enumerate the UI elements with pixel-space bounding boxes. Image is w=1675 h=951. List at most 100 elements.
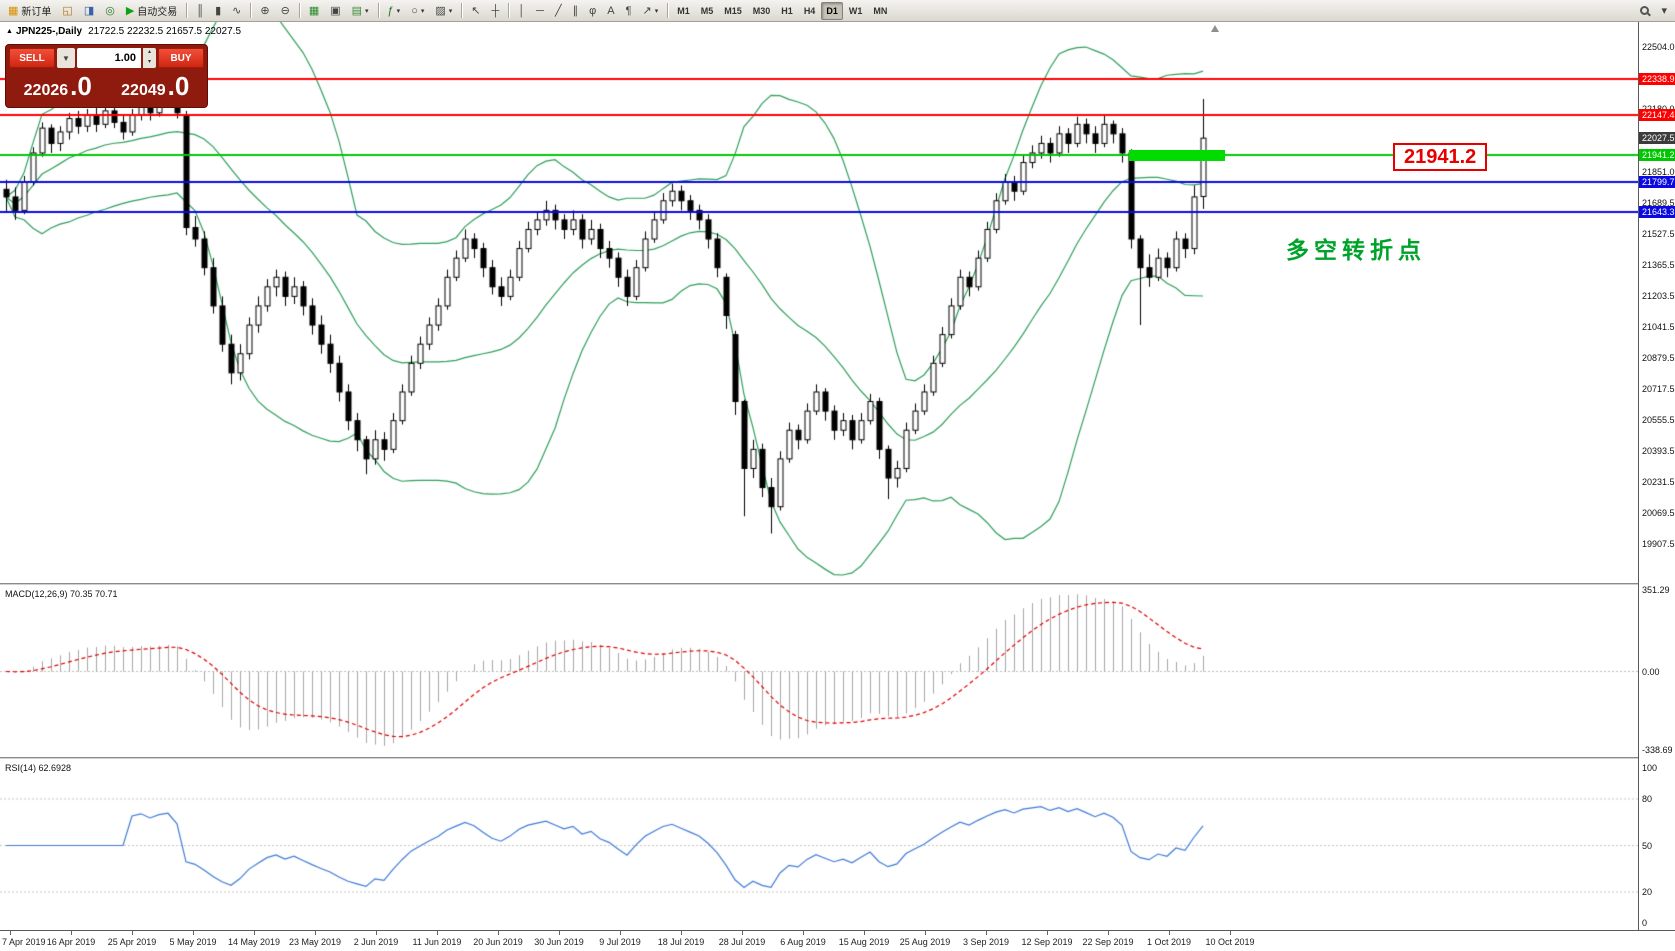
sell-button[interactable]: SELL: [9, 48, 55, 68]
fibonacci-icon[interactable]: φ: [584, 2, 601, 20]
chart-ohlc-values: 21722.5 22232.5 21657.5 22027.5: [88, 26, 242, 37]
grid-icon-glyph: ▦: [308, 4, 320, 17]
date-axis-label: 20 Jun 2019: [473, 937, 523, 947]
tf-h4[interactable]: H4: [799, 2, 821, 20]
new-chart-dropdown[interactable]: ▤ ▾: [347, 2, 374, 20]
date-tick: [71, 931, 72, 935]
date-tick: [1047, 931, 1048, 935]
autotrading-button[interactable]: ▶ 自动交易: [121, 2, 182, 20]
templates-dropdown-glyph: ▨: [435, 4, 446, 17]
order-panel-controls: SELL ▼ 1.00 ▴ ▾ BUY: [9, 48, 204, 68]
toolbar-separator: [298, 3, 300, 18]
tf-h1[interactable]: H1: [776, 2, 798, 20]
zoom-out-icon[interactable]: ⊖: [276, 2, 295, 20]
new-order-button[interactable]: ▦ 新订单: [3, 2, 56, 20]
search-icon-glyph: [1640, 6, 1650, 15]
rsi-panel-canvas[interactable]: [0, 760, 1638, 930]
market-watch-icon[interactable]: ◱: [57, 2, 77, 20]
date-axis-label: 3 Sep 2019: [962, 937, 1010, 947]
date-axis-label: 1 Oct 2019: [1146, 937, 1192, 947]
bars-chart-icon[interactable]: ║: [191, 2, 209, 20]
main-chart-canvas[interactable]: [0, 22, 1638, 583]
toolbar-separator: [186, 3, 188, 18]
autotrading-button-label: 自动交易: [137, 7, 178, 18]
date-tick: [742, 931, 743, 935]
search-icon[interactable]: [1635, 2, 1654, 20]
buy-price: 22049 .0: [107, 68, 205, 105]
crosshair-icon[interactable]: ┼: [487, 2, 505, 20]
date-tick: [376, 931, 377, 935]
horizontal-line-icon[interactable]: ─: [531, 2, 549, 20]
panel-separator[interactable]: [0, 757, 1675, 760]
shapes-dropdown[interactable]: ↗ ▾: [638, 2, 664, 20]
channel-icon[interactable]: ∥: [568, 2, 584, 20]
line-chart-icon-glyph: ∿: [232, 4, 242, 17]
price-axis[interactable]: 22504.0 22180.0 21851.0 21689.5 21527.5 21365…: [1638, 22, 1675, 930]
date-axis-label: 28 Jul 2019: [718, 937, 766, 947]
tf-m1[interactable]: M1: [672, 2, 695, 20]
date-tick: [620, 931, 621, 935]
navigator-icon[interactable]: ◎: [100, 2, 120, 20]
toolbar-separator: [508, 3, 510, 18]
turning-point-annotation[interactable]: 多空转折点: [1286, 237, 1426, 263]
trendline-icon[interactable]: ╱: [550, 2, 567, 20]
price-axis-label: 19907.5: [1642, 538, 1675, 549]
line-chart-icon[interactable]: ∿: [227, 2, 246, 20]
tf-w1[interactable]: W1: [844, 2, 868, 20]
highlight-rectangle[interactable]: [1129, 149, 1225, 161]
volume-dropdown-caret-icon[interactable]: ▼: [57, 48, 75, 68]
periods-dropdown[interactable]: ○ ▾: [406, 2, 429, 20]
volume-input[interactable]: 1.00: [77, 48, 141, 68]
tf-d1-label: D1: [826, 5, 838, 16]
tf-mn[interactable]: MN: [868, 2, 892, 20]
resistance-line-2-tag: 22147.4: [1639, 109, 1675, 122]
tile-windows-icon[interactable]: ▣: [325, 2, 345, 20]
tf-m30[interactable]: M30: [748, 2, 776, 20]
price-axis-label: 21851.0: [1642, 166, 1675, 177]
cursor-icon[interactable]: ↖: [466, 2, 485, 20]
panel-separator[interactable]: [0, 583, 1675, 586]
volume-stepper[interactable]: ▴ ▾: [143, 48, 156, 68]
date-tick: [437, 931, 438, 935]
price-callout-label[interactable]: 21941.2: [1393, 143, 1488, 171]
volume-step-up-icon[interactable]: ▴: [147, 49, 151, 55]
navigator-icon-glyph: ◎: [105, 4, 115, 17]
date-axis-label: 6 Aug 2019: [780, 937, 826, 947]
volume-step-down-icon[interactable]: ▾: [147, 59, 151, 65]
tf-m15[interactable]: M15: [719, 2, 747, 20]
chart-symbol-marker-icon: ▲: [6, 28, 13, 35]
panels-dropdown-icon[interactable]: ▾: [1656, 2, 1672, 20]
price-axis-label: 20555.5: [1642, 414, 1675, 425]
date-axis[interactable]: 7 Apr 2019 16 Apr 2019 25 Apr 2019 5 May 20…: [0, 930, 1675, 951]
text-icon[interactable]: A: [602, 2, 619, 20]
resistance-line-1-tag: 22338.9: [1639, 72, 1675, 85]
date-axis-label: 10 Oct 2019: [1205, 937, 1255, 947]
toolbar-separator: [461, 3, 463, 18]
order-panel-prices: 22026 .0 22049 .0: [9, 68, 204, 105]
price-axis-label: 20717.5: [1642, 383, 1675, 394]
macd-panel-canvas[interactable]: [0, 586, 1638, 757]
indicators-dropdown[interactable]: ƒ ▾: [383, 2, 406, 20]
tf-h1-label: H1: [781, 5, 793, 16]
templates-dropdown[interactable]: ▨ ▾: [430, 2, 457, 20]
zoom-in-icon[interactable]: ⊕: [255, 2, 274, 20]
tf-m5[interactable]: M5: [696, 2, 719, 20]
sell-price-main: 22026: [23, 82, 69, 99]
vertical-line-icon[interactable]: │: [513, 2, 530, 20]
date-axis-label: 14 May 2019: [227, 937, 281, 947]
price-axis-label: 22180.0: [1642, 104, 1675, 114]
date-tick: [1169, 931, 1170, 935]
buy-button[interactable]: BUY: [158, 48, 204, 68]
bars-chart-icon-glyph: ║: [196, 4, 205, 17]
date-tick: [254, 931, 255, 935]
candlestick-chart-icon[interactable]: ▮: [210, 2, 226, 20]
trendline-icon-glyph: ╱: [554, 4, 562, 17]
toolbar: ▦ 新订单 ◱ ◨ ◎ ▶ 自动交易 ║ ▮ ∿ ⊕ ⊖ ▦ ▣ ▤ ▾ ƒ ▾ ○ ▾ ▨ ▾ ↖ ┼ │ ─ ╱ ∥ φ A ¶ ↗ ▾ M1…: [0, 0, 1675, 22]
data-window-icon[interactable]: ◨: [79, 2, 99, 20]
price-axis-label: 21203.5: [1642, 290, 1675, 301]
label-icon[interactable]: ¶: [621, 2, 637, 20]
tf-d1[interactable]: D1: [821, 1, 843, 20]
grid-icon[interactable]: ▦: [304, 2, 324, 20]
tile-windows-icon-glyph: ▣: [330, 4, 341, 17]
price-axis-label: 21365.5: [1642, 259, 1675, 270]
